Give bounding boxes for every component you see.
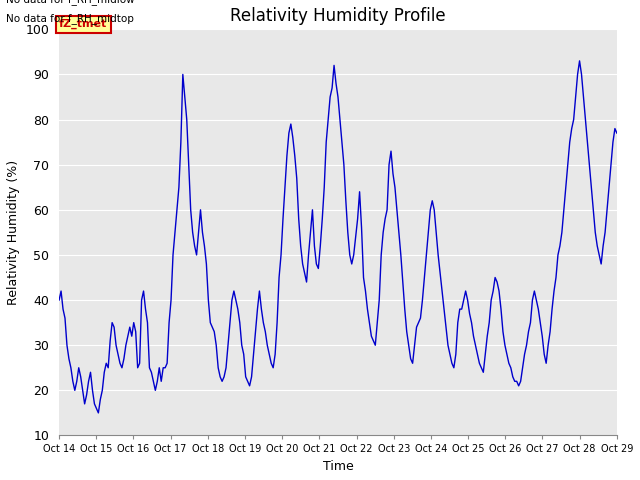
Y-axis label: Relativity Humidity (%): Relativity Humidity (%) (7, 160, 20, 305)
X-axis label: Time: Time (323, 460, 353, 473)
Text: No data for f_RH_midlow: No data for f_RH_midlow (6, 0, 135, 5)
Text: No data for f_RH_midtop: No data for f_RH_midtop (6, 13, 134, 24)
Text: fZ_tmet: fZ_tmet (59, 19, 108, 29)
Title: Relativity Humidity Profile: Relativity Humidity Profile (230, 7, 446, 25)
